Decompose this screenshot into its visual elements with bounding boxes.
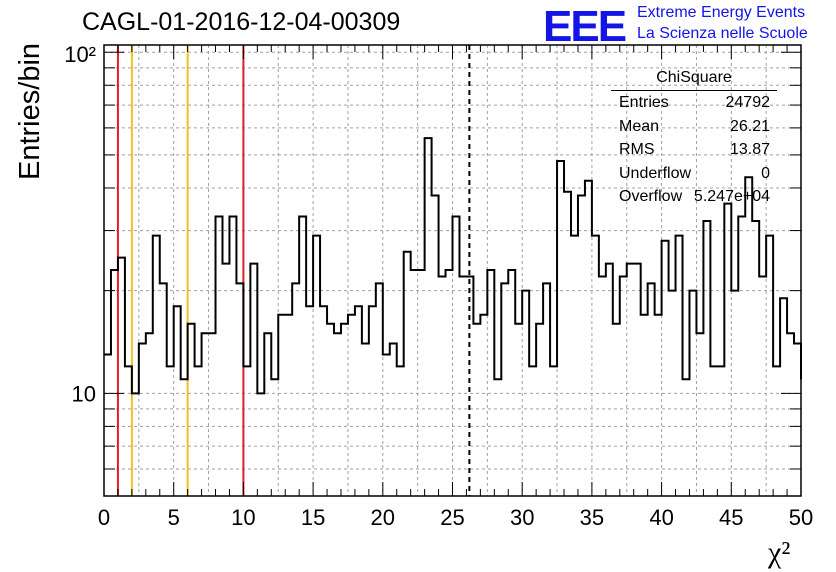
y-axis-label: Entries/bin [14, 42, 46, 180]
x-tick-label: 15 [301, 505, 325, 530]
stats-title: ChiSquare [611, 66, 777, 91]
x-axis-label: χ² [768, 536, 791, 569]
y-tick-label: 10 [72, 381, 96, 406]
stats-value: 13.87 [729, 141, 770, 158]
stats-value: 0 [761, 164, 770, 182]
x-tick-label: 25 [440, 505, 464, 530]
stats-key: Underflow [619, 164, 692, 182]
stats-row-mean: Mean 26.21 [611, 115, 777, 139]
x-tick-label: 0 [98, 505, 110, 530]
stats-key: Overflow [619, 188, 683, 205]
logo-line-2: La Scienza nelle Scuole [637, 25, 808, 42]
stats-row-underflow: Underflow 0 [611, 162, 777, 186]
stats-row-overflow: Overflow 5.247e+04 [611, 185, 777, 209]
stats-key: Entries [619, 94, 669, 111]
x-tick-label: 45 [719, 505, 743, 530]
eee-logo-mark: EEE [543, 2, 627, 51]
stats-key: Mean [619, 117, 660, 135]
x-tick-label: 50 [789, 505, 813, 530]
x-tick-label: 10 [231, 505, 255, 530]
chart-title: CAGL-01-2016-12-04-00309 [82, 8, 401, 36]
x-tick-label: 5 [168, 505, 180, 530]
x-tick-label: 35 [580, 505, 604, 530]
stats-row-entries: Entries 24792 [611, 91, 777, 115]
y-tick-label: 10² [64, 42, 96, 67]
histogram-series-line [104, 137, 802, 395]
logo-line-1: Extreme Energy Events [637, 4, 806, 21]
x-tick-label: 20 [371, 505, 395, 530]
stats-value: 24792 [725, 94, 771, 111]
stats-key: RMS [619, 141, 655, 158]
stats-box: ChiSquare Entries 24792 Mean 26.21 RMS 1… [611, 66, 777, 209]
x-tick-label: 40 [649, 505, 673, 530]
stats-value: 26.21 [729, 117, 770, 135]
stats-row-rms: RMS 13.87 [611, 138, 777, 162]
x-tick-label: 30 [510, 505, 534, 530]
stats-value: 5.247e+04 [693, 188, 770, 205]
